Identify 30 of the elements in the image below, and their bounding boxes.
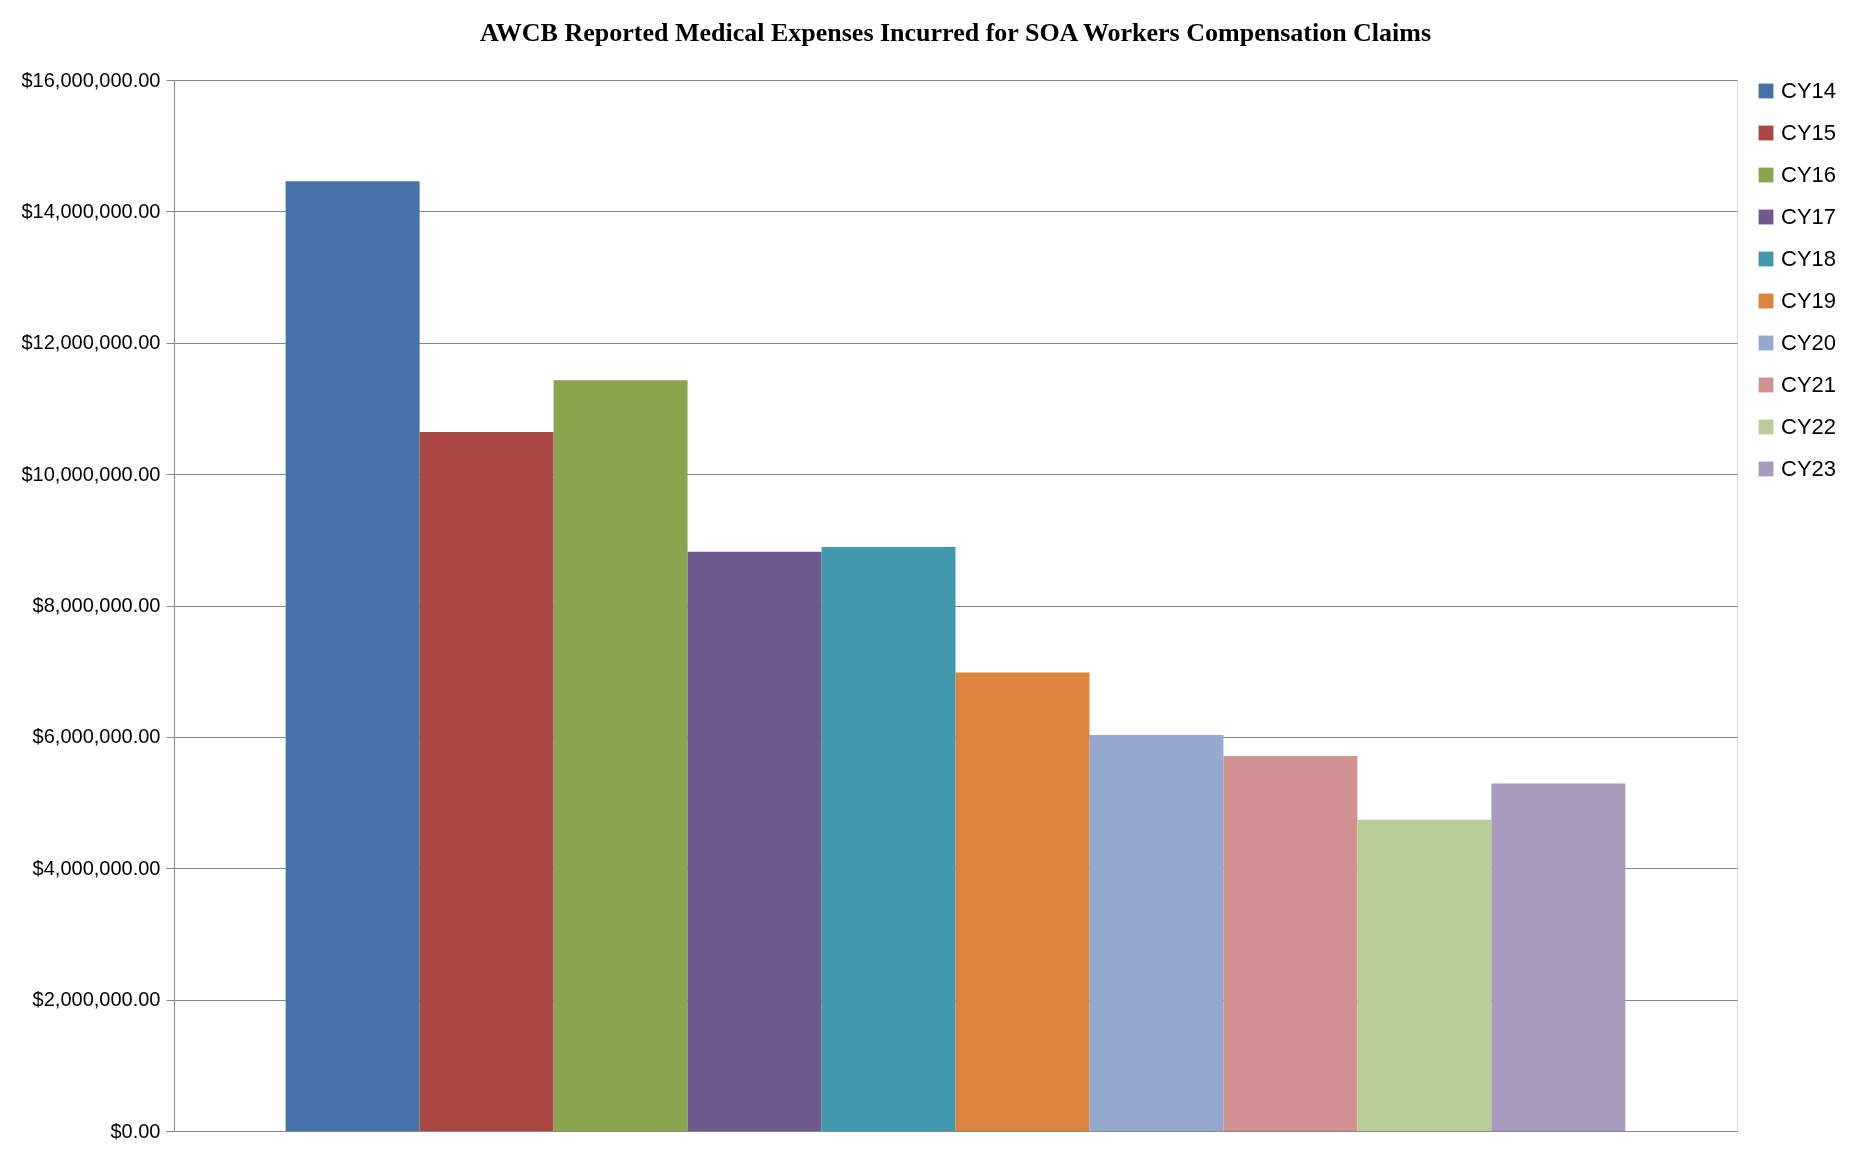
y-tick-label: $2,000,000.00 (32, 988, 161, 1011)
bar (955, 672, 1090, 1131)
bar (821, 547, 956, 1131)
bar (1491, 783, 1626, 1131)
legend-label: CY14 (1781, 78, 1837, 103)
legend-label: CY23 (1781, 456, 1837, 481)
bar (1089, 734, 1224, 1131)
y-tick-label: $14,000,000.00 (21, 199, 161, 222)
y-tick-label: $0.00 (110, 1119, 161, 1142)
legend-label: CY17 (1781, 204, 1837, 229)
legend-label: CY19 (1781, 288, 1837, 313)
y-tick-label: $12,000,000.00 (21, 331, 161, 354)
bar (687, 551, 822, 1131)
y-tick-label: $10,000,000.00 (21, 462, 161, 485)
y-tick-label: $4,000,000.00 (32, 856, 161, 879)
legend-label: CY22 (1781, 414, 1837, 439)
y-tick-label: $8,000,000.00 (32, 594, 161, 616)
legend-label: CY15 (1781, 120, 1837, 145)
legend-label: CY20 (1781, 330, 1837, 355)
legend-label: CY21 (1781, 372, 1837, 397)
legend-label: CY18 (1781, 246, 1837, 271)
y-tick-label: $6,000,000.00 (32, 725, 161, 748)
bar (553, 380, 688, 1131)
legend-label: CY16 (1781, 162, 1837, 187)
bar (1357, 819, 1492, 1131)
bar (285, 181, 420, 1131)
bar (419, 432, 554, 1131)
y-tick-label: $16,000,000.00 (21, 68, 161, 91)
bar (1223, 755, 1358, 1131)
chart-title: AWCB Reported Medical Expenses Incurred for SOA Workers Compensation Claims (479, 18, 1432, 47)
